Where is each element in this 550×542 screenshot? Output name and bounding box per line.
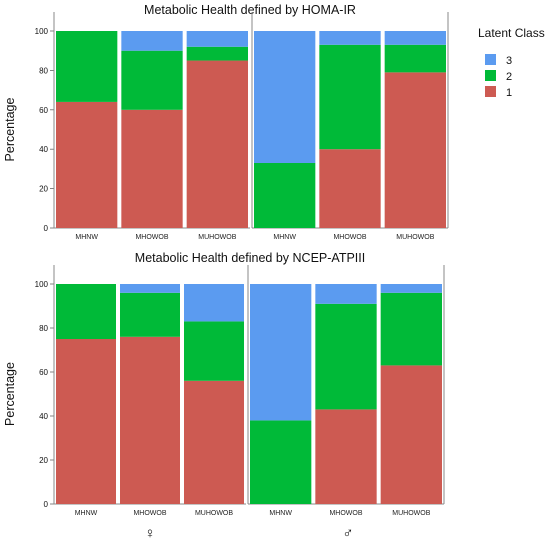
x-category-label: MHOWOB: [133, 510, 166, 517]
x-category-label: MUHOWOB: [396, 234, 434, 241]
plots-group: Metabolic Health defined by HOMA-IR Perce…: [3, 3, 449, 517]
bar-segment-class-1-muhowob: [184, 380, 244, 504]
x-category-label: MHNW: [75, 510, 98, 517]
bar-segment-class-3-mhnw: [250, 284, 312, 421]
y-tick-label: 40: [39, 412, 48, 421]
bar-segment-class-3-muhowob: [184, 284, 244, 322]
x-category-label: MUHOWOB: [392, 510, 430, 517]
x-category-label: MHOWOB: [333, 234, 366, 241]
y-tick-label: 20: [39, 456, 48, 465]
bar-segment-class-1-mhowob: [319, 149, 381, 228]
bar-segment-class-2-mhowob: [121, 50, 183, 110]
x-category-label: MHNW: [269, 510, 292, 517]
x-category-label: MHNW: [273, 234, 296, 241]
x-category-label: MHOWOB: [135, 234, 168, 241]
legend: Latent Class 3 2 1: [478, 26, 545, 99]
bar-segment-class-1-mhowob: [315, 409, 377, 504]
legend-label-2: 2: [506, 71, 512, 83]
y-axis-label: Percentage: [3, 97, 17, 161]
chart-title: Metabolic Health defined by HOMA-IR: [144, 3, 356, 17]
bar-segment-class-3-mhowob: [315, 284, 377, 304]
y-tick-label: 100: [35, 27, 49, 36]
y-tick-label: 0: [44, 224, 49, 233]
bar-segment-class-2-mhnw: [250, 420, 312, 504]
bar-segment-class-3-muhowob: [186, 31, 248, 47]
y-tick-label: 100: [35, 280, 49, 289]
bar-segment-class-2-mhnw: [254, 162, 316, 228]
x-category-label: MUHOWOB: [195, 510, 233, 517]
chart-row-1: Metabolic Health defined by HOMA-IR Perce…: [3, 3, 449, 241]
bar-segment-class-2-muhowob: [380, 292, 442, 366]
panel-2: MHNW MHOWOB MUHOWOB: [247, 265, 445, 517]
legend-label-3: 3: [506, 55, 512, 67]
bar-segment-class-2-muhowob: [384, 44, 446, 73]
female-symbol-label: ♀: [144, 525, 155, 542]
y-axis-label: Percentage: [3, 362, 17, 426]
bar-segment-class-2-mhnw: [56, 284, 116, 339]
bar-segment-class-2-mhowob: [315, 303, 377, 410]
bar-segment-class-2-mhowob: [319, 44, 381, 150]
panel-2: MHNW MHOWOB MUHOWOB: [251, 12, 449, 241]
bar-segment-class-1-muhowob: [384, 72, 446, 229]
y-tick-label: 60: [39, 106, 48, 115]
bar-segment-class-2-mhowob: [120, 292, 180, 337]
bar-segment-class-3-mhowob: [319, 31, 381, 45]
chart-title: Metabolic Health defined by NCEP-ATPIII: [135, 251, 365, 265]
y-tick-label: 20: [39, 185, 48, 194]
bar-segment-class-3-muhowob: [380, 284, 442, 293]
y-tick-label: 80: [39, 66, 48, 75]
bar-segment-class-3-muhowob: [384, 31, 446, 45]
y-tick-label: 40: [39, 145, 48, 154]
bar-segment-class-3-mhowob: [121, 31, 183, 51]
bar-segment-class-3-mhnw: [254, 31, 316, 163]
chart-row-2: Metabolic Health defined by NCEP-ATPIII P…: [3, 251, 445, 517]
bar-segment-class-2-muhowob: [186, 46, 248, 61]
x-category-label: MHNW: [75, 234, 98, 241]
panel-1: MHNW MHOWOB MUHOWOB: [53, 12, 250, 241]
legend-swatch-2: [485, 70, 496, 81]
x-category-label: MUHOWOB: [198, 234, 236, 241]
bar-segment-class-1-mhnw: [56, 339, 116, 504]
bar-segment-class-1-mhowob: [120, 336, 180, 504]
y-tick-label: 80: [39, 324, 48, 333]
x-category-label: MHOWOB: [329, 510, 362, 517]
legend-swatch-1: [485, 86, 496, 97]
bar-segment-class-3-mhowob: [120, 284, 180, 293]
male-symbol-label: ♂: [342, 525, 353, 542]
bar-segment-class-1-muhowob: [186, 60, 248, 228]
bar-segment-class-1-mhnw: [56, 101, 118, 228]
bar-segment-class-2-muhowob: [184, 321, 244, 381]
bar-segment-class-1-mhowob: [121, 109, 183, 228]
legend-title: Latent Class: [478, 26, 545, 40]
legend-swatch-3: [485, 54, 496, 65]
y-tick-label: 60: [39, 368, 48, 377]
legend-label-1: 1: [506, 87, 512, 99]
bar-segment-class-1-muhowob: [380, 365, 442, 504]
y-tick-label: 0: [44, 500, 49, 509]
panel-1: MHNW MHOWOB MUHOWOB: [53, 265, 246, 517]
bar-segment-class-2-mhnw: [56, 31, 118, 102]
